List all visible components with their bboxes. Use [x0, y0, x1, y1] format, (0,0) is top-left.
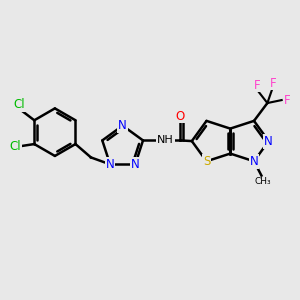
Text: N: N [106, 158, 115, 171]
Text: N: N [250, 155, 258, 168]
Text: Cl: Cl [14, 98, 25, 111]
Text: F: F [254, 79, 260, 92]
Text: N: N [131, 158, 140, 171]
Text: O: O [176, 110, 185, 122]
Text: NH: NH [157, 135, 174, 146]
Text: S: S [203, 155, 210, 168]
Text: N: N [264, 135, 273, 148]
Text: N: N [118, 119, 127, 132]
Text: CH₃: CH₃ [255, 177, 271, 186]
Text: Cl: Cl [10, 140, 21, 153]
Text: F: F [269, 76, 276, 90]
Text: F: F [284, 94, 290, 106]
